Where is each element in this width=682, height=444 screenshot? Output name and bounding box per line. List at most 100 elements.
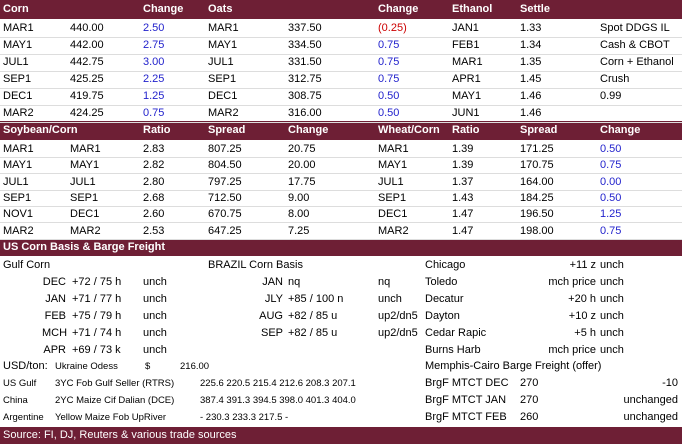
bottom-footer-band-basis — [0, 239, 682, 256]
top-note: Corn + Ethanol — [600, 56, 674, 68]
wheat-corn-spread: 164.00 — [520, 175, 554, 188]
corn-month: SEP1 — [70, 191, 99, 204]
gulf-change: unch — [143, 327, 167, 339]
header-soybean-corn: Soybean/Corn — [3, 124, 78, 136]
ethanol-month: MAY1 — [452, 90, 482, 102]
corn-month: MAR2 — [70, 224, 101, 237]
wheat-corn-ratio: 1.39 — [452, 159, 474, 172]
oats-change: 0.75 — [378, 56, 400, 68]
wheat-corn-spread: 196.50 — [520, 208, 554, 221]
fob-origin: Argentine — [3, 412, 44, 423]
gulf-title: Gulf Corn — [3, 259, 51, 271]
wheat-corn-change: 0.75 — [600, 224, 622, 237]
oats-price: 334.50 — [288, 39, 322, 51]
row-divider — [0, 157, 682, 158]
oats-price: 312.75 — [288, 73, 322, 85]
barge-label: BrgF MTCT FEB — [425, 411, 507, 423]
wheat-month: JUL1 — [378, 175, 404, 188]
wheat-corn-change: 0.50 — [600, 191, 622, 204]
interior-change: unch — [600, 276, 624, 288]
ethanol-settle: 1.33 — [520, 22, 542, 34]
interior-location: Dayton — [425, 310, 460, 322]
interior-location: Chicago — [425, 259, 466, 271]
interior-basis: +11 z — [569, 259, 596, 271]
corn-month: MAY1 — [70, 159, 100, 172]
interior-basis: +10 z — [568, 310, 596, 322]
ethanol-month: MAR1 — [452, 56, 483, 68]
soy-corn-ratio: 2.80 — [143, 175, 165, 188]
fob-desc: 2YC Maize Cif Dalian (DCE) — [55, 395, 175, 406]
ukraine-label: Ukraine Odess — [55, 361, 118, 372]
brazil-change: nq — [378, 276, 391, 288]
mid-header-band — [0, 121, 682, 140]
soy-corn-change: 20.75 — [288, 143, 316, 155]
soy-corn-ratio: 2.82 — [143, 159, 165, 172]
interior-change: unch — [600, 259, 624, 271]
oats-price: 308.75 — [288, 90, 322, 102]
barge-change: unchanged — [623, 394, 678, 406]
ukraine-sym: $ — [145, 361, 151, 372]
gulf-change: unch — [143, 276, 167, 288]
ethanol-settle: 1.46 — [520, 107, 542, 119]
wheat-corn-spread: 171.25 — [520, 143, 554, 155]
wheat-corn-ratio: 1.37 — [452, 175, 474, 188]
oats-month: SEP1 — [208, 73, 237, 85]
corn-month: DEC1 — [3, 90, 33, 102]
ethanol-month: APR1 — [452, 73, 481, 85]
soy-month: SEP1 — [3, 191, 32, 204]
soy-month: NOV1 — [3, 208, 33, 221]
interior-change: unch — [600, 327, 624, 339]
brazil-change: up2/dn5 — [378, 310, 418, 322]
barge-label: BrgF MTCT DEC — [425, 377, 509, 389]
corn-change: 1.25 — [143, 90, 165, 102]
header-corn-change: Change — [143, 3, 184, 15]
interior-basis: mch price — [548, 276, 596, 288]
source-note: Source: FI, DJ, Reuters & various trade … — [3, 429, 237, 441]
wheat-month: MAR1 — [378, 143, 409, 155]
wheat-corn-ratio: 1.47 — [452, 224, 474, 237]
header-wheat-corn: Wheat/Corn — [378, 124, 440, 136]
oats-month: JUL1 — [208, 56, 234, 68]
oats-change: 0.50 — [378, 90, 400, 102]
barge-value: 270 — [520, 394, 539, 406]
interior-change: unch — [600, 310, 624, 322]
wheat-month: MAY1 — [378, 159, 408, 172]
gulf-change: unch — [143, 310, 167, 322]
ethanol-month: JAN1 — [452, 22, 479, 34]
gulf-month: FEB — [44, 310, 66, 322]
oats-month: MAY1 — [208, 39, 238, 51]
oats-change: 0.75 — [378, 73, 400, 85]
oats-change: 0.50 — [378, 107, 400, 119]
fob-origin: US Gulf — [3, 378, 37, 389]
ethanol-month: FEB1 — [452, 39, 480, 51]
header-wheat-ratio: Ratio — [452, 124, 480, 136]
corn-month: JUL1 — [3, 56, 29, 68]
soy-month: JUL1 — [3, 175, 29, 188]
gulf-change: unch — [143, 293, 167, 305]
soy-corn-change: 7.25 — [288, 224, 310, 237]
barge-value: 270 — [520, 377, 539, 389]
brazil-month: AUG — [259, 310, 283, 322]
header-ethanol: Ethanol — [452, 3, 493, 15]
fob-values: 225.6 220.5 215.4 212.6 208.3 207.1 — [200, 378, 356, 389]
gulf-basis: +69 / 73 k — [72, 344, 121, 356]
gulf-month: MCH — [42, 327, 68, 339]
corn-price: 442.00 — [70, 39, 104, 51]
corn-month: MAR1 — [3, 22, 34, 34]
gulf-month: JAN — [45, 293, 66, 305]
wheat-corn-spread: 184.25 — [520, 191, 554, 204]
soy-corn-change: 8.00 — [288, 208, 310, 221]
basis-header: US Corn Basis & Barge Freight — [3, 241, 165, 253]
oats-month: MAR2 — [208, 107, 239, 119]
soy-corn-spread: 804.50 — [208, 159, 242, 172]
gulf-basis: +75 / 79 h — [72, 310, 122, 322]
wheat-month: MAR2 — [378, 224, 409, 237]
wheat-corn-spread: 170.75 — [520, 159, 554, 172]
top-note: Cash & CBOT — [600, 39, 670, 51]
interior-basis: +20 h — [568, 293, 596, 305]
corn-change: 2.50 — [143, 22, 165, 34]
header-corn: Corn — [3, 3, 29, 15]
row-divider — [0, 54, 682, 55]
wheat-month: DEC1 — [378, 208, 408, 221]
gulf-month: DEC — [42, 276, 66, 288]
